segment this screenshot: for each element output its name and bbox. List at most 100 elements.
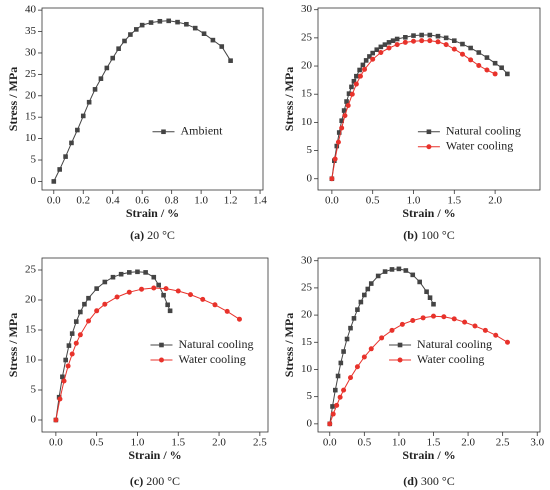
data-point bbox=[379, 335, 385, 341]
data-point bbox=[116, 46, 121, 51]
data-point bbox=[344, 336, 350, 342]
data-point bbox=[133, 27, 139, 32]
data-point bbox=[357, 73, 363, 79]
data-point bbox=[98, 76, 104, 81]
data-point bbox=[367, 54, 372, 59]
data-point bbox=[342, 113, 348, 119]
x-tick-label: 1.5 bbox=[447, 195, 461, 207]
data-point bbox=[411, 33, 416, 38]
data-point bbox=[139, 22, 145, 28]
data-point bbox=[102, 301, 108, 307]
x-tick-label: 1.2 bbox=[224, 195, 238, 207]
data-point bbox=[86, 318, 92, 324]
data-point bbox=[362, 66, 368, 72]
data-point bbox=[443, 42, 449, 48]
y-tick-label: 10 bbox=[301, 116, 313, 128]
data-point bbox=[187, 292, 193, 298]
data-line bbox=[55, 271, 171, 421]
legend-marker bbox=[159, 342, 164, 348]
y-tick-label: 10 bbox=[25, 354, 37, 366]
caption-panel: (c) bbox=[130, 474, 143, 488]
caption-panel: (a) bbox=[130, 228, 144, 242]
data-point bbox=[375, 273, 381, 279]
data-point bbox=[330, 411, 336, 417]
data-point bbox=[201, 31, 207, 36]
legend-label: Water cooling bbox=[446, 139, 513, 153]
data-point bbox=[139, 286, 145, 292]
y-tick-label: 15 bbox=[301, 336, 313, 348]
y-tick-label: 25 bbox=[301, 281, 313, 293]
y-axis-label: Stress / MPa bbox=[6, 67, 20, 131]
data-point bbox=[339, 118, 344, 123]
data-point bbox=[427, 32, 433, 38]
data-point bbox=[396, 266, 402, 272]
legend-label: Natural cooling bbox=[417, 337, 492, 351]
x-axis-label: Strain / % bbox=[128, 448, 181, 462]
caption-text: 200 °C bbox=[146, 474, 180, 488]
x-tick-label: 0.0 bbox=[47, 195, 61, 207]
data-point bbox=[57, 167, 62, 172]
y-tick-label: 0 bbox=[307, 417, 313, 429]
data-point bbox=[368, 346, 374, 352]
y-tick-label: 15 bbox=[25, 324, 37, 336]
legend-label: Ambient bbox=[181, 124, 224, 138]
y-axis-label: Stress / MPa bbox=[282, 313, 296, 377]
data-point bbox=[441, 314, 447, 320]
data-point bbox=[427, 38, 433, 44]
data-point bbox=[424, 289, 429, 295]
data-point bbox=[219, 44, 225, 49]
data-point bbox=[151, 274, 157, 280]
x-tick-label: 2.0 bbox=[212, 437, 226, 449]
data-point bbox=[110, 55, 116, 61]
data-point bbox=[73, 340, 79, 346]
caption-text: 100 °C bbox=[421, 228, 455, 242]
x-tick-label: 0.5 bbox=[357, 437, 371, 449]
y-tick-label: 25 bbox=[25, 68, 37, 80]
data-point bbox=[484, 55, 490, 60]
data-point bbox=[482, 327, 488, 333]
data-point bbox=[419, 32, 424, 38]
data-point bbox=[410, 318, 416, 324]
data-point bbox=[330, 404, 335, 409]
data-point bbox=[435, 39, 441, 45]
caption: (c) 200 °C bbox=[130, 474, 180, 488]
x-tick-label: 1.5 bbox=[427, 437, 441, 449]
caption-text: 300 °C bbox=[421, 474, 455, 488]
legend-marker bbox=[158, 357, 164, 363]
data-point bbox=[338, 360, 344, 366]
caption: (b) 100 °C bbox=[403, 228, 454, 242]
plot-frame bbox=[317, 7, 541, 191]
data-point bbox=[354, 73, 359, 79]
data-point bbox=[386, 45, 392, 51]
data-point bbox=[499, 65, 504, 71]
data-point bbox=[339, 125, 345, 131]
y-axis-label: Stress / MPa bbox=[6, 313, 20, 377]
data-point bbox=[353, 81, 359, 87]
data-point bbox=[370, 56, 376, 62]
data-point bbox=[60, 374, 65, 380]
data-point bbox=[175, 19, 180, 25]
data-point bbox=[332, 387, 338, 393]
data-point bbox=[505, 71, 510, 77]
data-point bbox=[143, 270, 148, 275]
data-point bbox=[476, 50, 482, 55]
data-point bbox=[122, 38, 127, 44]
data-point bbox=[92, 87, 98, 92]
data-point bbox=[345, 102, 351, 108]
data-point bbox=[476, 62, 482, 68]
data-point bbox=[337, 394, 343, 400]
data-point bbox=[102, 279, 108, 285]
data-point bbox=[493, 332, 499, 338]
x-tick-label: 0.8 bbox=[165, 195, 179, 207]
data-point bbox=[163, 286, 169, 292]
data-point bbox=[402, 39, 408, 45]
data-point bbox=[351, 78, 357, 84]
data-point bbox=[460, 41, 465, 47]
x-tick-label: 0.6 bbox=[135, 195, 149, 207]
data-point bbox=[468, 45, 473, 51]
data-point bbox=[451, 46, 457, 52]
data-point bbox=[430, 313, 436, 319]
legend-label: Water cooling bbox=[178, 352, 245, 366]
data-point bbox=[427, 295, 433, 300]
data-point bbox=[504, 339, 510, 345]
